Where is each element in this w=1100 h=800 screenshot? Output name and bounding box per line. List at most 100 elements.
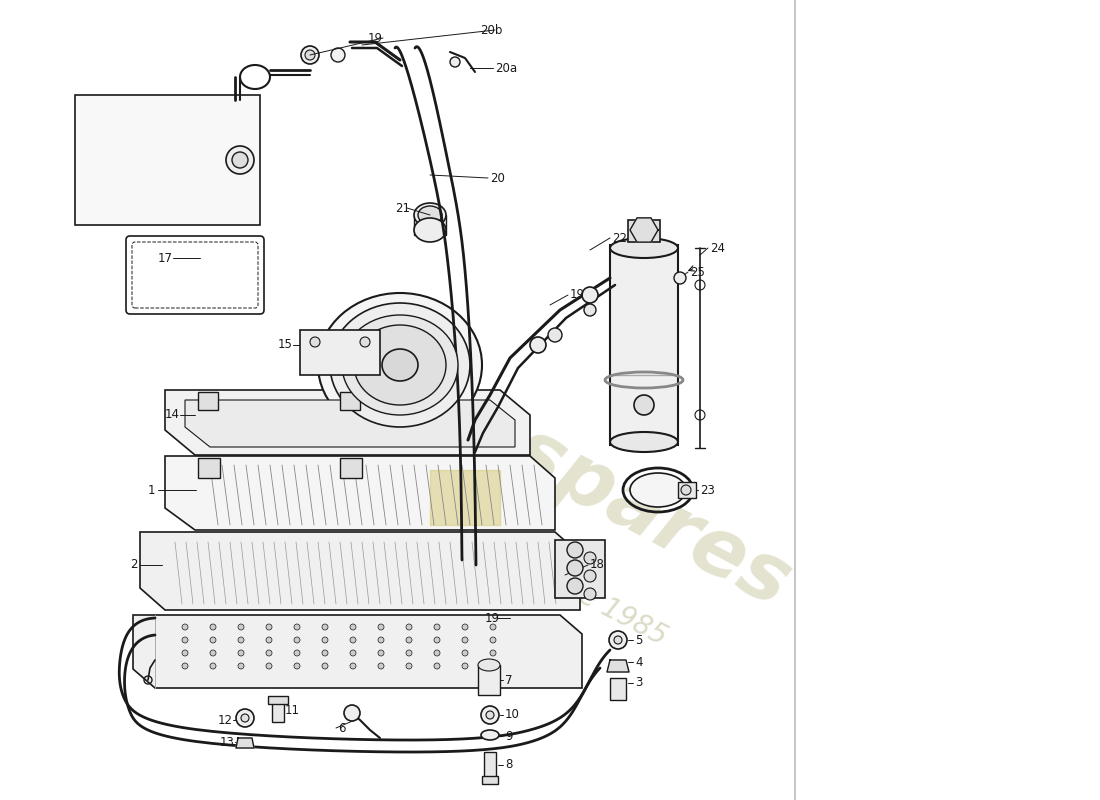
Circle shape — [301, 46, 319, 64]
Polygon shape — [165, 390, 530, 455]
Polygon shape — [185, 400, 515, 447]
Polygon shape — [630, 218, 658, 242]
Text: 13: 13 — [220, 735, 235, 749]
Polygon shape — [133, 615, 582, 688]
Circle shape — [378, 663, 384, 669]
Bar — [198, 392, 218, 410]
Circle shape — [238, 663, 244, 669]
Text: 20: 20 — [490, 171, 505, 185]
Circle shape — [210, 650, 216, 656]
Circle shape — [331, 48, 345, 62]
Bar — [610, 245, 678, 445]
Text: 18: 18 — [590, 558, 605, 571]
Polygon shape — [236, 738, 254, 748]
Circle shape — [490, 624, 496, 630]
Circle shape — [434, 637, 440, 643]
Ellipse shape — [330, 303, 470, 427]
Circle shape — [322, 663, 328, 669]
Bar — [340, 392, 360, 410]
Circle shape — [310, 337, 320, 347]
Circle shape — [582, 287, 598, 303]
Text: 25: 25 — [690, 266, 705, 278]
Circle shape — [322, 650, 328, 656]
Text: 24: 24 — [710, 242, 725, 254]
Circle shape — [226, 146, 254, 174]
Circle shape — [486, 711, 494, 719]
Ellipse shape — [414, 218, 446, 242]
Circle shape — [490, 637, 496, 643]
Ellipse shape — [610, 432, 678, 452]
Bar — [300, 330, 379, 375]
Text: 19: 19 — [485, 611, 501, 625]
Circle shape — [406, 637, 412, 643]
Ellipse shape — [481, 730, 499, 740]
Ellipse shape — [630, 473, 686, 507]
Circle shape — [238, 650, 244, 656]
Circle shape — [210, 637, 216, 643]
Text: 17: 17 — [158, 251, 173, 265]
Polygon shape — [165, 456, 556, 530]
Bar — [628, 220, 660, 242]
Circle shape — [266, 637, 272, 643]
Text: 8: 8 — [505, 758, 513, 771]
Circle shape — [634, 395, 654, 415]
Bar — [272, 700, 284, 722]
Circle shape — [350, 624, 356, 630]
Circle shape — [406, 663, 412, 669]
Text: 1: 1 — [148, 483, 155, 497]
Text: 19: 19 — [570, 289, 585, 302]
Circle shape — [566, 542, 583, 558]
Bar — [414, 215, 446, 235]
Circle shape — [462, 650, 468, 656]
Circle shape — [378, 650, 384, 656]
Circle shape — [182, 637, 188, 643]
Circle shape — [566, 560, 583, 576]
Text: 5: 5 — [635, 634, 642, 646]
Circle shape — [674, 272, 686, 284]
Circle shape — [490, 650, 496, 656]
Ellipse shape — [414, 203, 446, 227]
Circle shape — [462, 637, 468, 643]
Text: 20a: 20a — [495, 62, 517, 74]
Bar — [610, 678, 626, 700]
Circle shape — [530, 337, 546, 353]
Circle shape — [322, 624, 328, 630]
Circle shape — [266, 663, 272, 669]
Circle shape — [614, 636, 622, 644]
Bar — [268, 696, 288, 704]
Circle shape — [434, 663, 440, 669]
Text: 9: 9 — [505, 730, 513, 742]
Circle shape — [294, 663, 300, 669]
Circle shape — [294, 624, 300, 630]
Circle shape — [490, 663, 496, 669]
Circle shape — [344, 705, 360, 721]
Text: 12: 12 — [218, 714, 233, 726]
Circle shape — [584, 304, 596, 316]
Text: 6: 6 — [338, 722, 345, 734]
Circle shape — [238, 637, 244, 643]
Text: 23: 23 — [700, 483, 715, 497]
Bar — [478, 665, 500, 695]
Text: 15: 15 — [278, 338, 293, 351]
Text: 11: 11 — [285, 703, 300, 717]
Text: 7: 7 — [505, 674, 513, 686]
Circle shape — [350, 637, 356, 643]
Text: 22: 22 — [612, 231, 627, 245]
Circle shape — [406, 624, 412, 630]
Circle shape — [462, 624, 468, 630]
Circle shape — [681, 485, 691, 495]
Bar — [678, 482, 696, 498]
Circle shape — [210, 663, 216, 669]
Bar — [75, 95, 260, 225]
Bar — [482, 776, 498, 784]
Circle shape — [305, 50, 315, 60]
Circle shape — [434, 624, 440, 630]
Text: 19: 19 — [368, 31, 383, 45]
Circle shape — [566, 578, 583, 594]
Text: 20b: 20b — [480, 23, 503, 37]
Circle shape — [450, 57, 460, 67]
Ellipse shape — [318, 293, 482, 437]
Circle shape — [360, 337, 370, 347]
Polygon shape — [607, 660, 629, 672]
Circle shape — [210, 624, 216, 630]
